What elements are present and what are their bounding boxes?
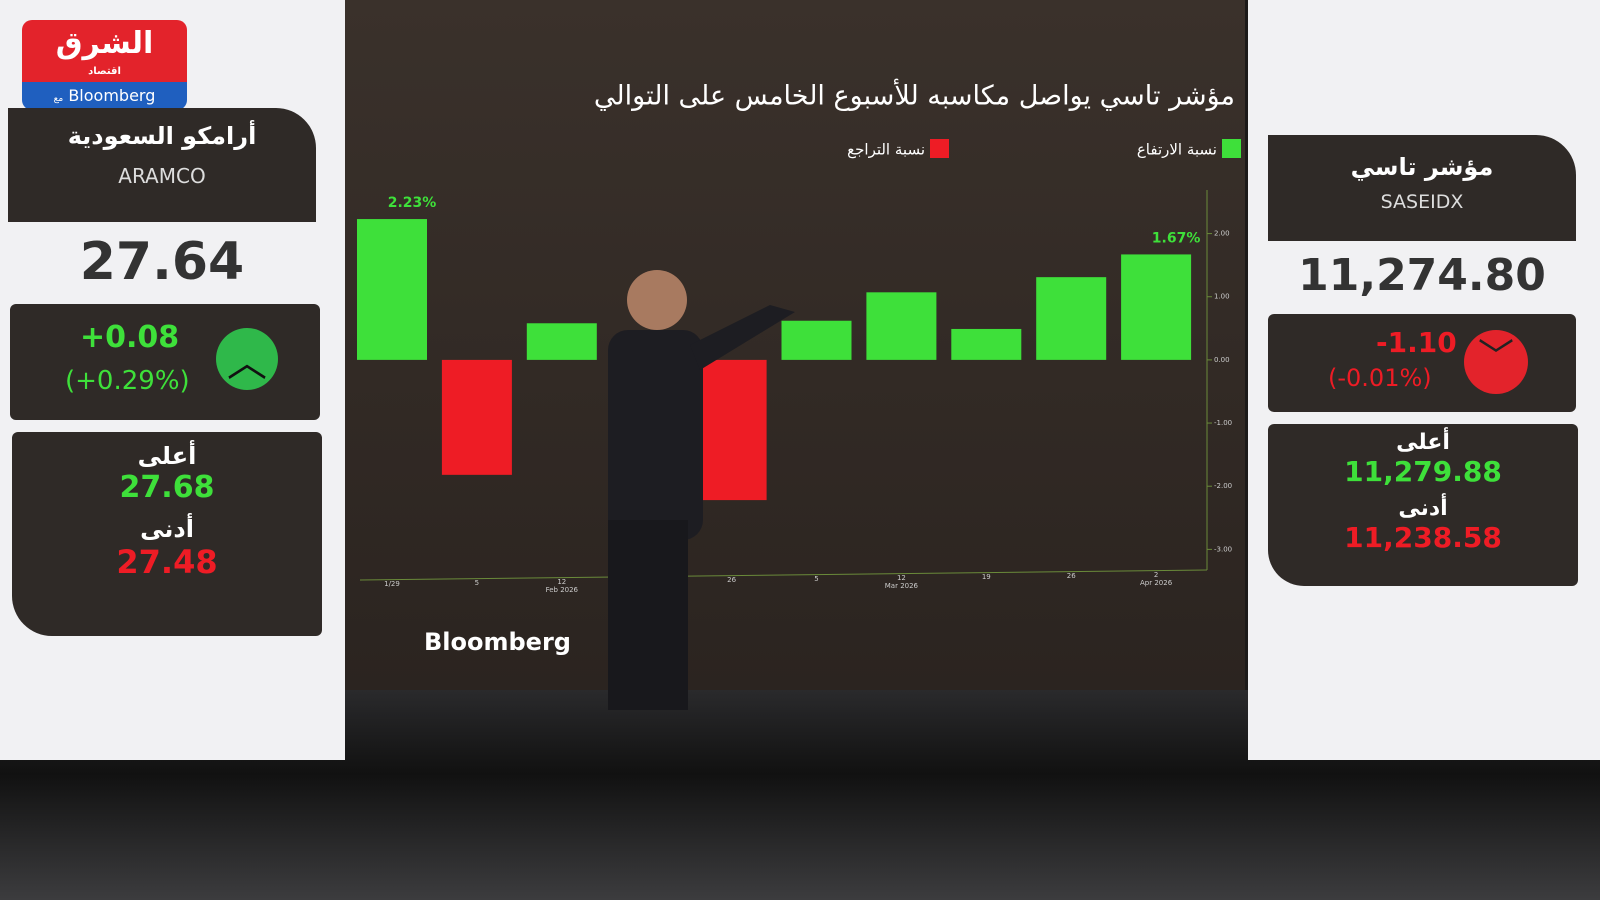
legend-swatch [1222,139,1241,158]
bar [441,359,512,475]
logo-sub: اقتصاد [88,66,121,77]
y-tick-label: 2.00 [1214,230,1230,238]
legend-label: نسبة التراجع [847,141,925,159]
change-box: -1.10 (-0.01%) ﹀ [1268,314,1576,412]
x-tick-sublabel: Mar 2026 [885,582,919,590]
ticker: ARAMCO [118,164,206,188]
down-icon: ﹀ [1464,330,1528,394]
up-icon: ︿ [216,328,278,390]
high: 11,279.88 [1344,455,1502,488]
low: 11,238.58 [1344,521,1502,554]
presenter-body [608,330,703,540]
high-label: أعلى [1396,430,1450,455]
x-tick-label: 12 [897,574,906,582]
high: 27.68 [119,470,215,505]
presenter-legs [608,520,688,710]
x-tick-label: 12 [557,578,566,586]
range-box: أعلى 27.68 أدنى 27.48 [12,432,322,636]
bar [526,323,597,360]
ticker: SASEIDX [1380,191,1464,213]
bar [781,320,852,360]
legend-label: نسبة الارتفاع [1137,141,1217,159]
logo: الشرق اقتصاد مع Bloomberg [22,20,187,110]
chart-title: مؤشر تاسي يواصل مكاسبه للأسبوع الخامس عل… [594,78,1235,112]
x-tick-sublabel: Feb 2026 [546,586,579,594]
x-tick-label: 19 [982,573,991,581]
index-name: مؤشر تاسي [1350,153,1494,181]
x-tick-label: 5 [475,579,479,587]
presenter-arm [690,305,795,370]
x-tick-label: 26 [727,576,736,584]
price: 11,274.80 [1298,250,1546,301]
x-tick-label: 26 [1067,572,1076,580]
logo-partner: Bloomberg [68,86,156,105]
change-pct: (-0.01%) [1328,364,1432,392]
presenter-head [627,270,687,330]
price: 27.64 [79,232,245,292]
x-axis [359,569,1208,581]
watermark: Bloomberg [424,628,571,656]
change-box: +0.08 (+0.29%) ︿ [10,304,320,420]
low-label: أدنى [140,515,194,543]
bar [1121,254,1192,360]
bar [1036,277,1107,360]
bar [357,219,427,360]
range-box: أعلى 11,279.88 أدنى 11,238.58 [1268,424,1578,586]
low: 27.48 [116,543,218,581]
change-pct: (+0.29%) [65,366,190,396]
bar [696,359,767,501]
logo-with: مع [53,94,64,104]
value-label: 2.23% [388,195,437,211]
x-tick-sublabel: Apr 2026 [1140,579,1173,587]
y-tick-label: 0.00 [1214,356,1230,364]
bar [951,328,1022,360]
y-tick-label: 1.00 [1214,293,1230,301]
low-label: أدنى [1398,496,1448,521]
y-tick-label: -1.00 [1214,419,1232,427]
name-box: مؤشر تاسي SASEIDX [1268,135,1576,241]
x-tick-label: 5 [814,575,818,583]
x-tick-label: 2 [1154,571,1158,579]
stock-name: أرامكو السعودية [67,122,257,150]
legend-swatch [930,139,949,158]
right-panel: مؤشر تاسي SASEIDX 11,274.80 -1.10 (-0.01… [1248,0,1600,760]
change: -1.10 [1376,326,1457,359]
name-box: أرامكو السعودية ARAMCO [8,108,316,222]
value-label: 1.67% [1152,230,1201,246]
y-tick-label: -2.00 [1214,482,1232,490]
x-tick-label: 1/29 [384,580,400,588]
logo-name: الشرق [55,26,154,61]
bar [866,292,937,360]
change: +0.08 [80,320,180,355]
left-panel: الشرق اقتصاد مع Bloomberg أرامكو السعودي… [0,0,345,760]
y-tick-label: -3.00 [1214,545,1232,553]
high-label: أعلى [137,442,197,470]
